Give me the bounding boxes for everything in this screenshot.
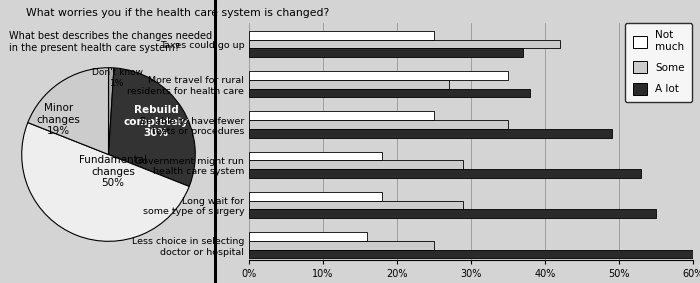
Legend: Not
much, Some, A lot: Not much, Some, A lot: [625, 23, 692, 102]
Bar: [248, 89, 530, 97]
Bar: [248, 111, 434, 120]
Wedge shape: [28, 68, 108, 155]
Wedge shape: [108, 68, 195, 186]
Bar: [248, 152, 382, 160]
Bar: [248, 232, 367, 241]
Bar: [248, 40, 560, 48]
Text: Fundamental
changes
50%: Fundamental changes 50%: [79, 155, 147, 188]
Wedge shape: [108, 68, 114, 155]
Bar: [248, 48, 523, 57]
Wedge shape: [22, 123, 189, 241]
Bar: [248, 201, 463, 209]
Bar: [248, 80, 449, 89]
Bar: [248, 250, 693, 258]
Text: What worries you if the health care system is changed?: What worries you if the health care syst…: [27, 8, 330, 18]
Bar: [248, 241, 434, 250]
Bar: [248, 120, 508, 129]
Text: What best describes the changes needed
in the present health care system?: What best describes the changes needed i…: [8, 31, 212, 53]
Bar: [248, 192, 382, 201]
Bar: [248, 71, 508, 80]
Text: Rebuild
completely
30%: Rebuild completely 30%: [124, 105, 189, 138]
Bar: [248, 31, 434, 40]
Text: Don't know
1%: Don't know 1%: [92, 68, 143, 88]
Bar: [248, 169, 641, 178]
Text: Minor
changes
19%: Minor changes 19%: [36, 103, 80, 136]
Bar: [248, 209, 656, 218]
Bar: [248, 129, 612, 138]
Bar: [248, 160, 463, 169]
